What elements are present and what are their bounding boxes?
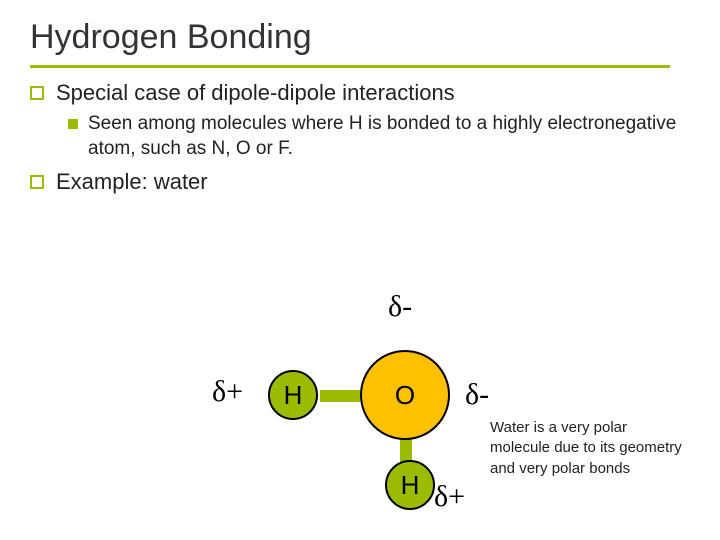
square-bullet-icon [30, 175, 44, 189]
bullet-level1-b: Example: water [30, 169, 690, 195]
content-area: Special case of dipole-dipole interactio… [0, 68, 720, 195]
bullet-level1-a: Special case of dipole-dipole interactio… [30, 80, 690, 106]
delta-minus-label: δ- [388, 290, 412, 324]
hydrogen-atom: H [268, 370, 318, 420]
delta-plus-label: δ+ [434, 480, 465, 514]
delta-minus-label: δ- [465, 378, 489, 412]
bullet-text: Seen among molecules where H is bonded t… [88, 112, 690, 161]
atom-label: H [401, 470, 420, 501]
bond-line [400, 438, 412, 462]
atom-label: O [395, 380, 415, 411]
bullet-text: Example: water [56, 169, 208, 195]
oxygen-atom: O [360, 350, 450, 440]
square-bullet-icon [68, 119, 78, 129]
atom-label: H [284, 380, 303, 411]
bullet-level2-a: Seen among molecules where H is bonded t… [68, 112, 690, 161]
bullet-text: Special case of dipole-dipole interactio… [56, 80, 455, 106]
slide-title: Hydrogen Bonding [0, 0, 720, 65]
diagram-caption: Water is a very polar molecule due to it… [490, 418, 690, 479]
square-bullet-icon [30, 86, 44, 100]
delta-plus-label: δ+ [212, 375, 243, 409]
bond-line [320, 390, 360, 402]
hydrogen-atom: H [385, 460, 435, 510]
